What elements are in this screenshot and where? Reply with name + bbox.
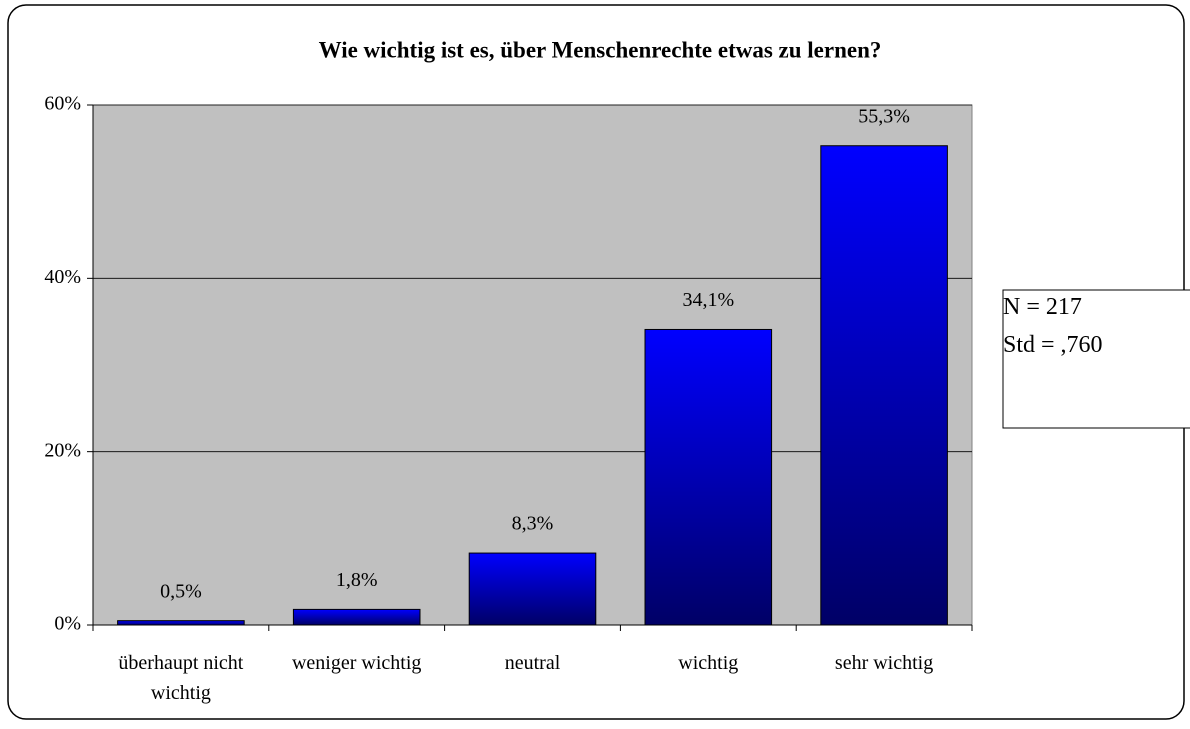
- chart-title: Wie wichtig ist es, über Menschenrechte …: [319, 37, 882, 62]
- y-tick-label: 20%: [44, 439, 81, 461]
- value-label: 1,8%: [336, 569, 378, 591]
- y-tick-label: 60%: [44, 93, 81, 115]
- annotation: N = 217: [1003, 294, 1082, 320]
- x-tick-label: wichtig: [678, 652, 739, 674]
- value-label: 55,3%: [858, 105, 910, 127]
- y-tick-label: 40%: [44, 266, 81, 288]
- value-label: 34,1%: [682, 289, 734, 311]
- annotation-box: [1002, 289, 1190, 429]
- bar: [468, 552, 597, 626]
- y-tick-label: 0%: [54, 613, 81, 635]
- bar: [292, 608, 421, 626]
- bar: [820, 145, 948, 626]
- annotation: Std = ,760: [1003, 332, 1103, 358]
- bar: [117, 620, 245, 626]
- value-label: 8,3%: [512, 513, 554, 535]
- x-tick-label: weniger wichtig: [291, 652, 422, 674]
- x-tick-label: sehr wichtig: [834, 652, 934, 674]
- bar: [644, 328, 773, 626]
- value-label: 0,5%: [160, 580, 202, 602]
- x-tick-label: überhaupt nicht wichtig: [118, 652, 244, 704]
- x-tick-label: neutral: [504, 652, 561, 674]
